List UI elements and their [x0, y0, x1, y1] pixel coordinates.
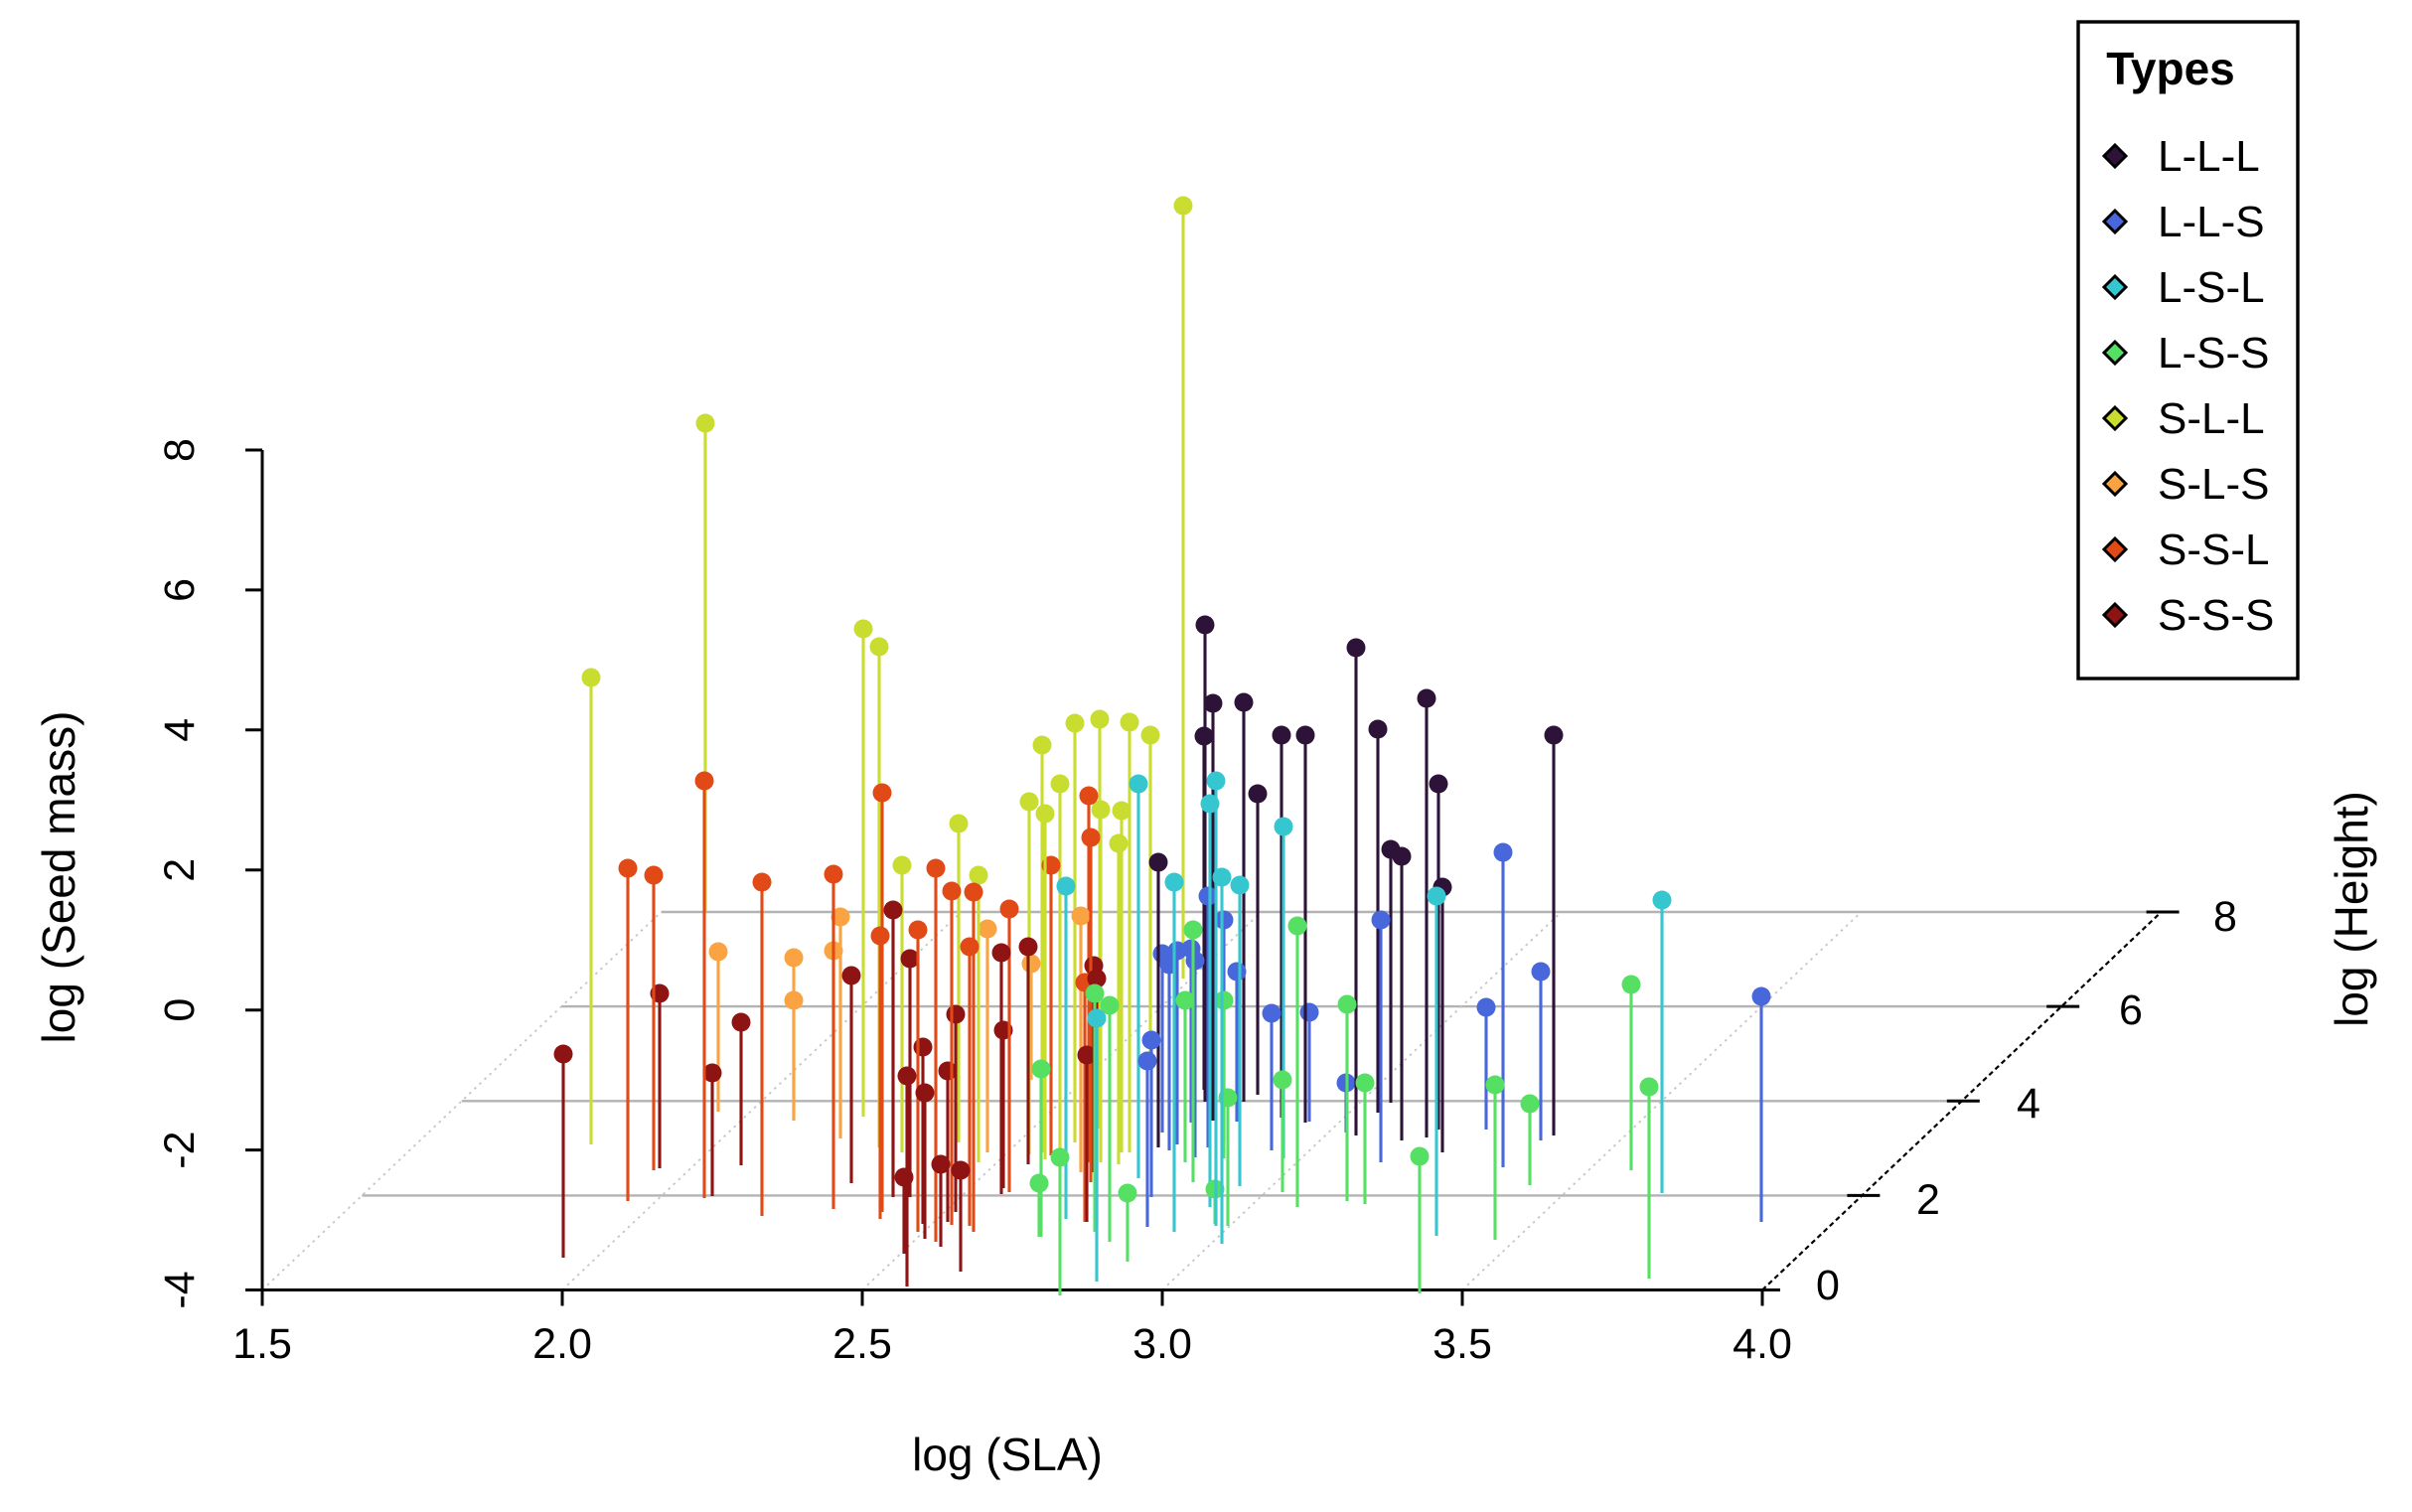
svg-text:3.0: 3.0 — [1132, 1320, 1192, 1368]
svg-text:-4: -4 — [156, 1271, 204, 1308]
svg-text:log (SLA): log (SLA) — [912, 1429, 1103, 1480]
svg-text:-2: -2 — [156, 1131, 204, 1168]
svg-text:L-L-S: L-L-S — [2158, 198, 2265, 246]
svg-text:S-S-L: S-S-L — [2158, 526, 2269, 574]
svg-text:L-S-L: L-S-L — [2158, 263, 2265, 312]
svg-text:S-L-S: S-L-S — [2158, 460, 2269, 509]
svg-text:4: 4 — [2017, 1080, 2040, 1128]
svg-text:L-L-L: L-L-L — [2158, 132, 2260, 181]
svg-text:2.5: 2.5 — [832, 1320, 892, 1368]
svg-text:4: 4 — [156, 718, 204, 742]
svg-text:3.5: 3.5 — [1432, 1320, 1492, 1368]
svg-text:0: 0 — [1816, 1262, 1840, 1309]
svg-text:log (Seed mass): log (Seed mass) — [33, 711, 84, 1044]
svg-text:0: 0 — [156, 998, 204, 1022]
svg-text:S-S-S: S-S-S — [2158, 591, 2274, 640]
svg-text:2: 2 — [156, 858, 204, 882]
svg-text:1.5: 1.5 — [232, 1320, 292, 1368]
svg-text:4.0: 4.0 — [1733, 1320, 1792, 1368]
svg-text:2: 2 — [1916, 1176, 1940, 1224]
svg-text:2.0: 2.0 — [532, 1320, 592, 1368]
svg-text:log (Height): log (Height) — [2326, 791, 2377, 1027]
svg-text:L-S-S: L-S-S — [2158, 329, 2269, 378]
svg-text:8: 8 — [156, 438, 204, 462]
svg-text:6: 6 — [2119, 986, 2143, 1034]
svg-text:8: 8 — [2213, 893, 2237, 941]
svg-text:Types: Types — [2106, 43, 2235, 94]
svg-text:6: 6 — [156, 578, 204, 602]
svg-text:S-L-L: S-L-L — [2158, 394, 2265, 443]
